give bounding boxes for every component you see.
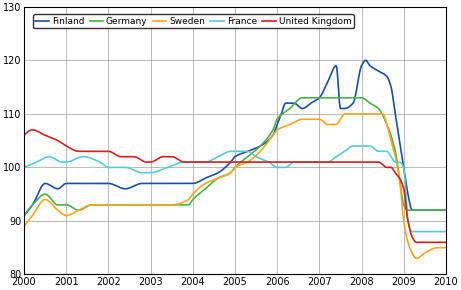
Sweden	[414, 257, 419, 260]
France	[339, 151, 344, 155]
United Kingdom	[30, 128, 35, 132]
United Kingdom	[414, 241, 420, 244]
France	[212, 157, 218, 160]
Finland	[363, 59, 368, 62]
Germany	[443, 209, 449, 212]
Finland	[96, 182, 101, 185]
Finland	[212, 173, 218, 176]
Sweden	[21, 224, 27, 228]
Finland	[130, 185, 135, 188]
Finland	[270, 134, 275, 137]
Sweden	[96, 203, 101, 206]
Sweden	[130, 203, 135, 206]
United Kingdom	[213, 160, 219, 164]
France	[443, 230, 449, 233]
France	[130, 168, 135, 171]
France	[270, 163, 275, 167]
Germany	[270, 129, 275, 132]
United Kingdom	[304, 160, 309, 164]
Sweden	[443, 246, 449, 249]
Germany	[130, 203, 135, 206]
United Kingdom	[340, 160, 345, 164]
Line: Sweden: Sweden	[24, 114, 446, 258]
United Kingdom	[130, 155, 136, 158]
Finland	[21, 214, 27, 217]
Sweden	[343, 112, 348, 116]
Germany	[300, 96, 306, 99]
France	[351, 144, 356, 148]
Line: Germany: Germany	[24, 98, 446, 215]
United Kingdom	[97, 150, 102, 153]
Germany	[340, 96, 345, 99]
Germany	[21, 214, 27, 217]
Sweden	[339, 116, 344, 119]
Line: United Kingdom: United Kingdom	[24, 130, 446, 242]
United Kingdom	[21, 133, 27, 137]
Line: Finland: Finland	[24, 60, 446, 215]
Finland	[339, 107, 344, 110]
United Kingdom	[271, 160, 276, 164]
Legend: Finland, Germany, Sweden, France, United Kingdom: Finland, Germany, Sweden, France, United…	[33, 14, 354, 28]
France	[410, 230, 415, 233]
Finland	[303, 106, 308, 109]
Finland	[443, 209, 449, 212]
Sweden	[212, 177, 218, 181]
Germany	[96, 203, 101, 206]
France	[96, 160, 101, 163]
France	[303, 160, 308, 164]
Germany	[212, 179, 218, 182]
United Kingdom	[443, 241, 449, 244]
Sweden	[270, 134, 275, 137]
Germany	[304, 96, 309, 99]
France	[21, 166, 27, 169]
Line: France: France	[24, 146, 446, 232]
Sweden	[303, 117, 308, 121]
